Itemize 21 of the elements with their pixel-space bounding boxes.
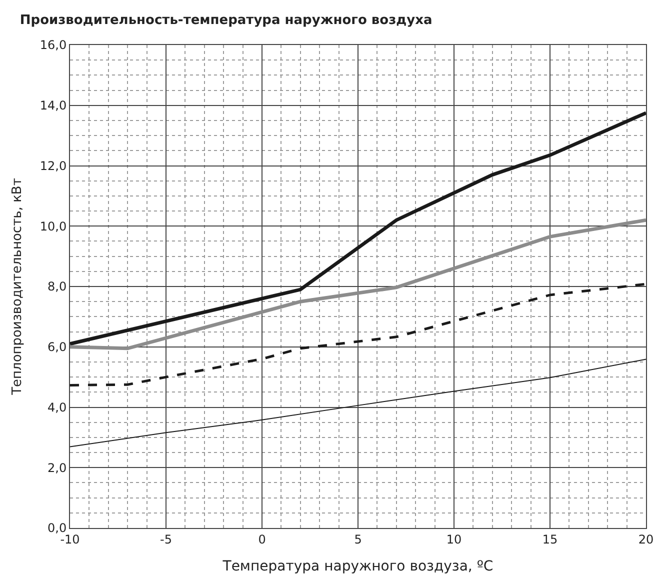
line-series — [70, 282, 646, 386]
y-axis-title: Теплопроизводительность, кВт — [10, 178, 25, 396]
line-series — [70, 218, 646, 350]
y-tick-label: 14,0 — [40, 98, 67, 113]
x-tick-label: 20 — [638, 532, 654, 546]
x-tick-label: 0 — [258, 532, 266, 546]
y-tick-label: 12,0 — [40, 158, 67, 173]
x-tick-label: 5 — [354, 532, 362, 546]
y-tick-label: 10,0 — [40, 219, 67, 234]
x-tick-label: 10 — [446, 532, 462, 546]
chart-title: Производительность-температура наружного воздуха — [20, 12, 432, 28]
x-tick-label: 15 — [542, 532, 558, 546]
y-tick-label: 8,0 — [48, 280, 67, 294]
y-tick-label: 2,0 — [48, 460, 67, 475]
y-tick-label: 6,0 — [48, 340, 67, 354]
x-tick-label: -5 — [160, 532, 172, 546]
y-tick-label: 16,0 — [40, 38, 67, 52]
line-series — [70, 358, 646, 448]
y-tick-label: 4,0 — [48, 400, 67, 414]
x-axis-title: Температура наружного воздуза, ºC — [222, 558, 494, 575]
line-series — [70, 111, 646, 346]
